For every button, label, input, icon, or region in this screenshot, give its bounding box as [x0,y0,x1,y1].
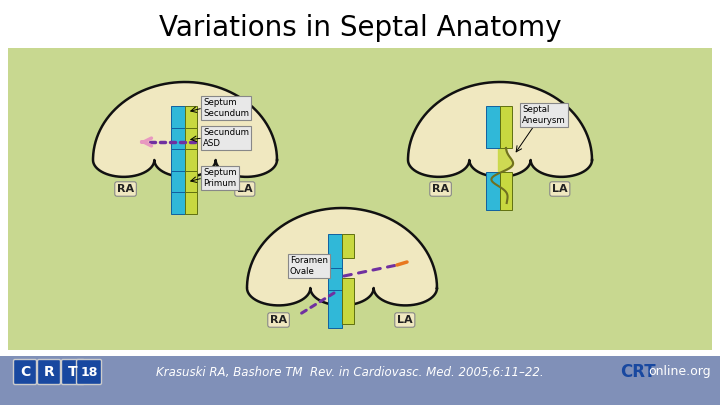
Text: RA: RA [270,315,287,325]
Bar [486,106,500,148]
Text: Septal
Aneurysm: Septal Aneurysm [522,105,566,125]
Bar [8,48,712,350]
Text: C: C [20,365,30,379]
Polygon shape [408,82,592,177]
Text: RA: RA [432,184,449,194]
Text: Septum
Secundum: Septum Secundum [203,98,249,118]
Bar [486,172,500,210]
Text: Secundum
ASD: Secundum ASD [203,128,249,148]
Bar [171,149,185,171]
Text: Foramen
Ovale: Foramen Ovale [290,256,328,276]
Text: Variations in Septal Anatomy: Variations in Septal Anatomy [158,14,562,42]
Bar [500,172,512,210]
Polygon shape [93,82,277,177]
Polygon shape [247,208,437,305]
FancyBboxPatch shape [14,360,37,384]
Text: Krasuski RA, Bashore TM  Rev. in Cardiovasc. Med. 2005;6:11–22.: Krasuski RA, Bashore TM Rev. in Cardiova… [156,365,544,379]
Text: LA: LA [237,184,253,194]
Bar [185,171,197,192]
Bar [171,171,185,192]
FancyBboxPatch shape [61,360,84,384]
Bar [328,290,342,328]
Text: CRT: CRT [620,363,656,381]
Text: LA: LA [552,184,567,194]
FancyBboxPatch shape [37,360,60,384]
Text: RA: RA [117,184,134,194]
Bar [171,128,185,149]
Text: T: T [68,365,78,379]
Text: 18: 18 [81,365,98,379]
FancyBboxPatch shape [76,360,102,384]
Bar [328,234,342,268]
Text: online.org: online.org [648,365,711,379]
Bar [342,234,354,258]
Bar [500,106,512,148]
Bar [185,106,197,128]
Text: LA: LA [397,315,413,325]
Bar [342,278,354,324]
Bar [171,106,185,128]
Bar [185,128,197,149]
Bar [185,149,197,171]
Text: R: R [44,365,55,379]
Bar [185,192,197,214]
Bar [171,192,185,214]
Bar [0,356,720,405]
Text: Septum
Primum: Septum Primum [203,168,237,188]
Bar [328,268,342,290]
